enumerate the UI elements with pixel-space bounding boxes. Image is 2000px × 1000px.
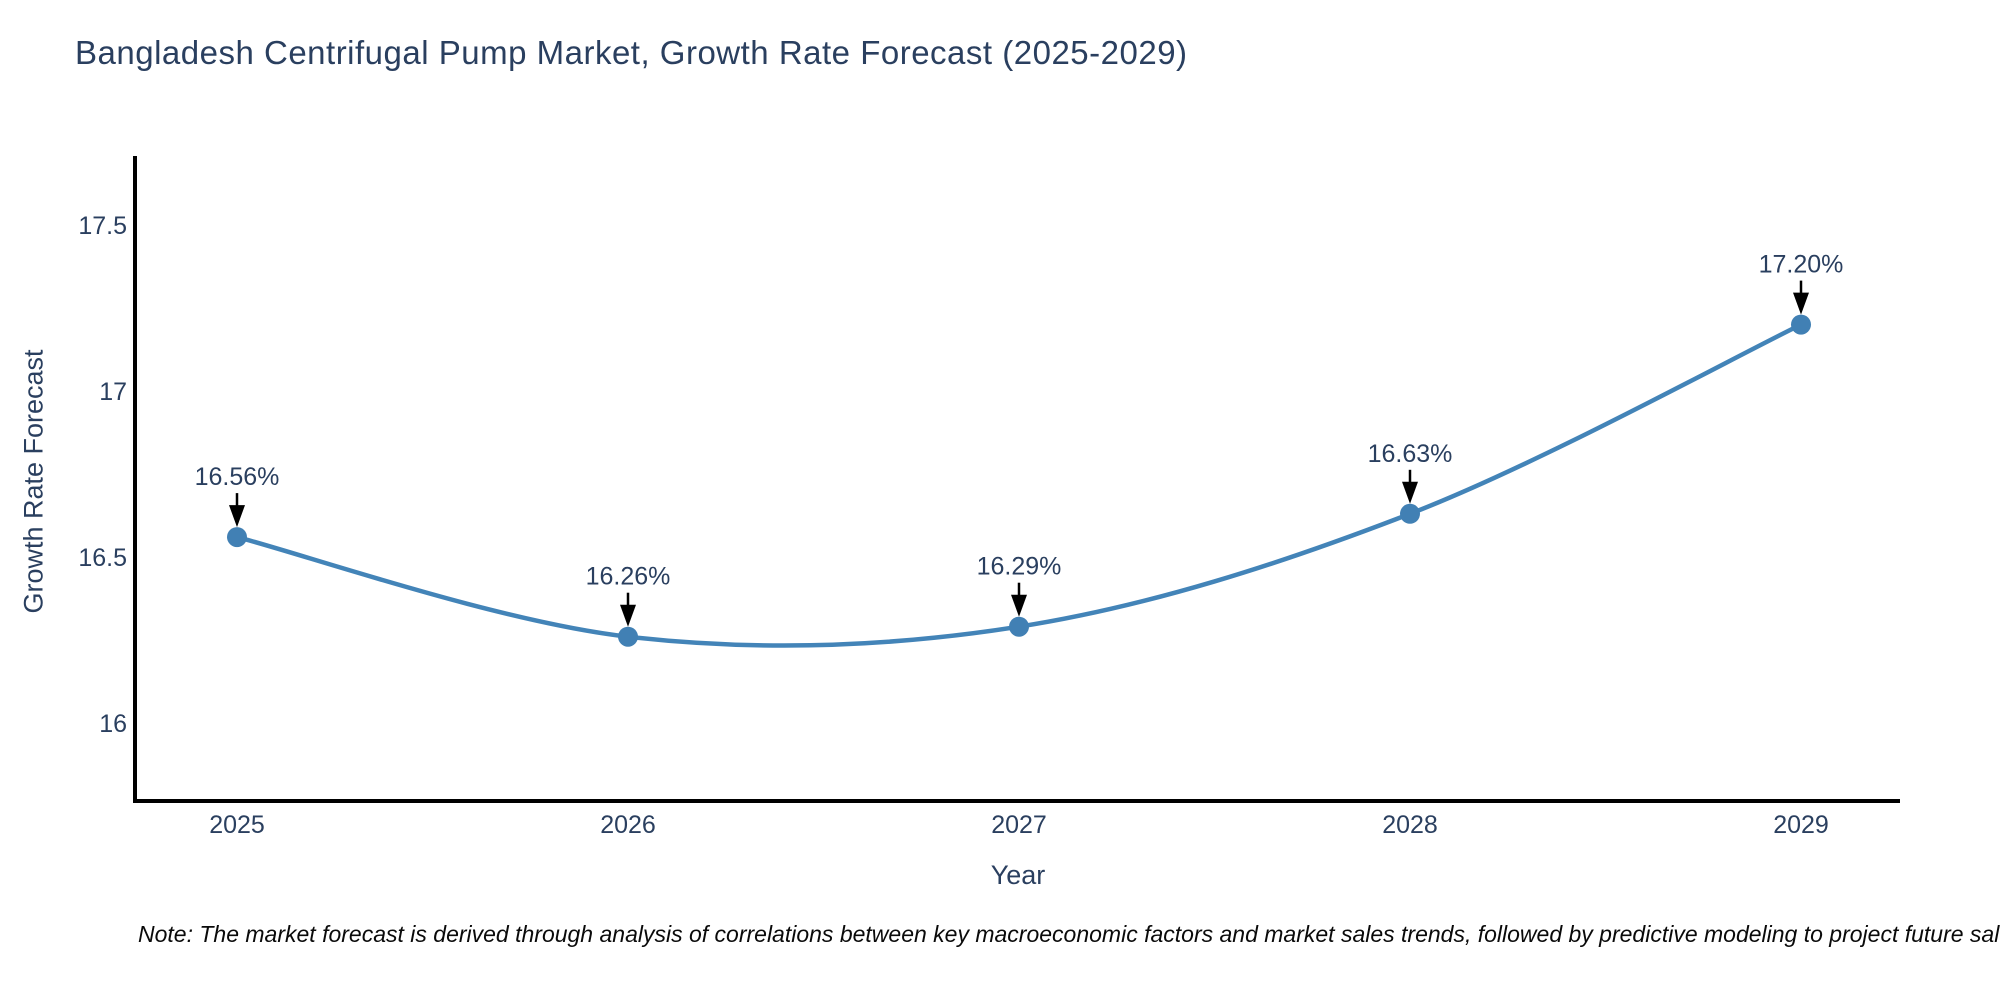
x-axis-title: Year	[990, 860, 1046, 890]
x-tick-label: 2026	[600, 811, 656, 839]
axis-tick-labels: 16 16.5 17 17.5 2025 2026 2027 2028 2029	[78, 212, 1828, 839]
point-annotation-label: 16.56%	[195, 463, 280, 491]
annotation-arrowhead-icon	[1402, 481, 1418, 504]
chart-title: Bangladesh Centrifugal Pump Market, Grow…	[75, 34, 1188, 71]
y-tick-label: 16	[99, 710, 127, 738]
annotation-arrowhead-icon	[1793, 292, 1809, 315]
annotation-arrowhead-icon	[620, 604, 636, 627]
y-tick-label: 17	[99, 378, 127, 406]
point-annotation-label: 16.29%	[977, 553, 1062, 581]
x-tick-label: 2027	[991, 811, 1047, 839]
data-point-marker	[1400, 503, 1420, 524]
annotation-arrowhead-icon	[1011, 594, 1027, 617]
point-annotations: 16.56% 16.26% 16.29% 16.63% 17.20%	[195, 251, 1844, 627]
x-tick-label: 2029	[1773, 811, 1829, 839]
x-tick-label: 2025	[209, 811, 265, 839]
point-annotation-label: 16.63%	[1368, 440, 1453, 468]
annotation-arrowhead-icon	[229, 505, 245, 528]
footnote: Note: The market forecast is derived thr…	[138, 921, 2000, 947]
point-annotation-label: 17.20%	[1759, 251, 1844, 279]
point-annotation-label: 16.26%	[586, 563, 671, 591]
data-point-markers	[227, 314, 1811, 647]
y-tick-label: 17.5	[78, 212, 127, 240]
data-point-marker	[618, 626, 638, 647]
y-tick-label: 16.5	[78, 544, 127, 572]
data-point-marker	[227, 527, 247, 548]
data-point-marker	[1791, 314, 1811, 335]
x-tick-label: 2028	[1382, 811, 1438, 839]
data-point-marker	[1009, 616, 1029, 637]
